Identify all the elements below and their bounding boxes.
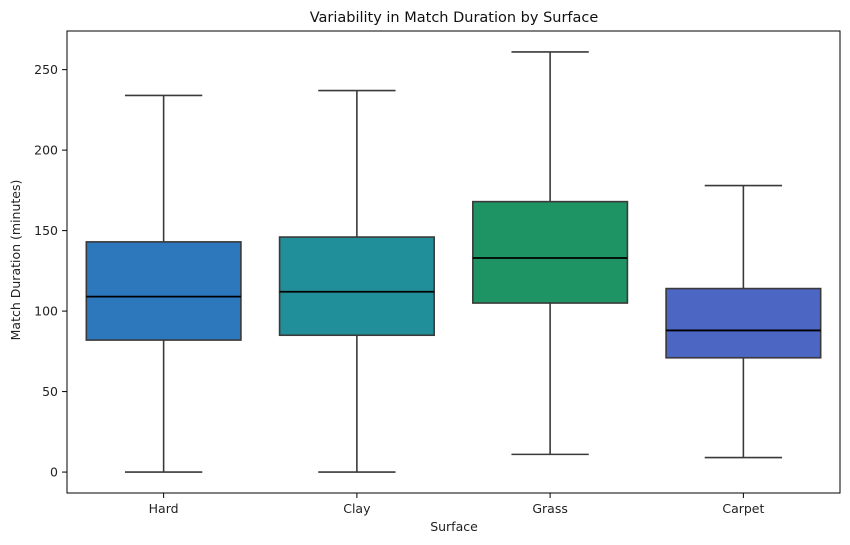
- x-axis: Hard Clay Grass Carpet: [149, 493, 764, 516]
- plot-area: [66, 30, 841, 494]
- y-tick-label: 100: [34, 304, 58, 319]
- x-tick-label: Grass: [532, 501, 568, 516]
- x-tick-label: Clay: [343, 501, 371, 516]
- box-group-grass: [472, 51, 629, 456]
- box-group-hard: [85, 94, 242, 473]
- x-tick-label: Carpet: [722, 501, 764, 516]
- iqr-box: [85, 241, 242, 341]
- box-group-carpet: [665, 184, 822, 459]
- x-tick-label: Hard: [149, 501, 179, 516]
- y-axis: 0 50 100 150 200 250: [34, 62, 67, 480]
- iqr-box: [278, 236, 435, 337]
- chart-title: Variability in Match Duration by Surface: [310, 10, 599, 26]
- y-tick-label: 150: [34, 223, 58, 238]
- box-group-clay: [278, 89, 435, 473]
- y-tick-label: 50: [42, 384, 58, 399]
- y-tick-label: 0: [50, 465, 58, 480]
- y-tick-label: 250: [34, 62, 58, 77]
- plot-frame: [66, 30, 841, 494]
- iqr-box: [665, 287, 822, 359]
- y-axis-label: Match Duration (minutes): [8, 180, 23, 341]
- y-tick-label: 200: [34, 143, 58, 158]
- iqr-box: [472, 200, 629, 304]
- x-axis-label: Surface: [430, 519, 478, 534]
